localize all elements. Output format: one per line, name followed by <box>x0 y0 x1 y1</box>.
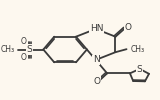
Text: O: O <box>93 77 100 86</box>
Text: N: N <box>93 55 100 64</box>
Text: S: S <box>137 65 143 74</box>
Text: HN: HN <box>90 24 103 33</box>
Text: CH₃: CH₃ <box>131 45 145 54</box>
Text: O: O <box>21 36 27 46</box>
Text: O: O <box>124 23 131 32</box>
Text: CH₃: CH₃ <box>0 45 14 54</box>
Text: S: S <box>27 45 32 54</box>
Text: O: O <box>21 54 27 62</box>
